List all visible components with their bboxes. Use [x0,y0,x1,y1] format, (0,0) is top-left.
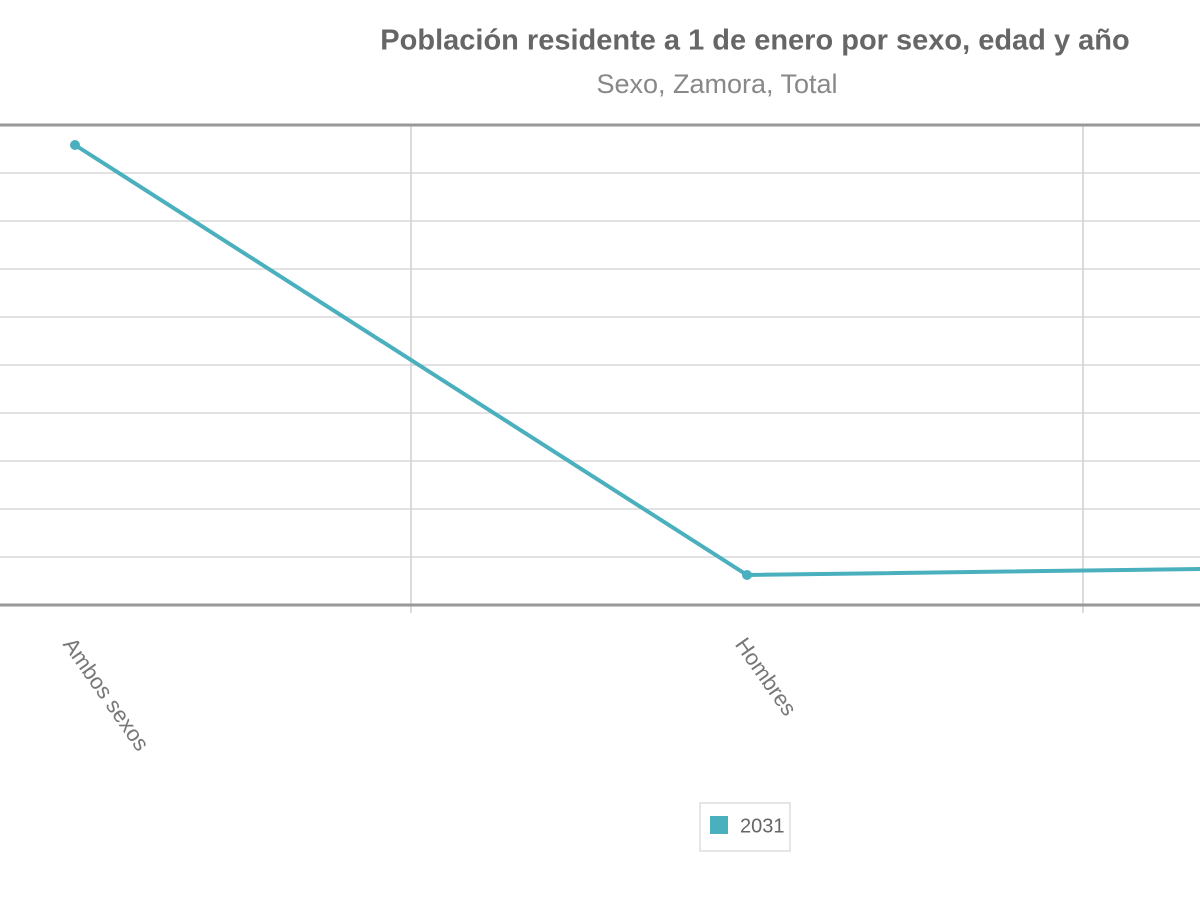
x-tick-label: Hombres [730,633,802,720]
data-point [742,570,752,580]
data-point [70,140,80,150]
x-tick-label: Ambos sexos [58,633,154,756]
chart-title: Población residente a 1 de enero por sex… [380,25,1129,57]
legend-label: 2031 [740,815,785,837]
legend: 2031 [699,802,791,852]
series-line [73,143,1200,578]
legend-swatch [710,816,728,834]
chart-subtitle: Sexo, Zamora, Total [596,69,837,99]
